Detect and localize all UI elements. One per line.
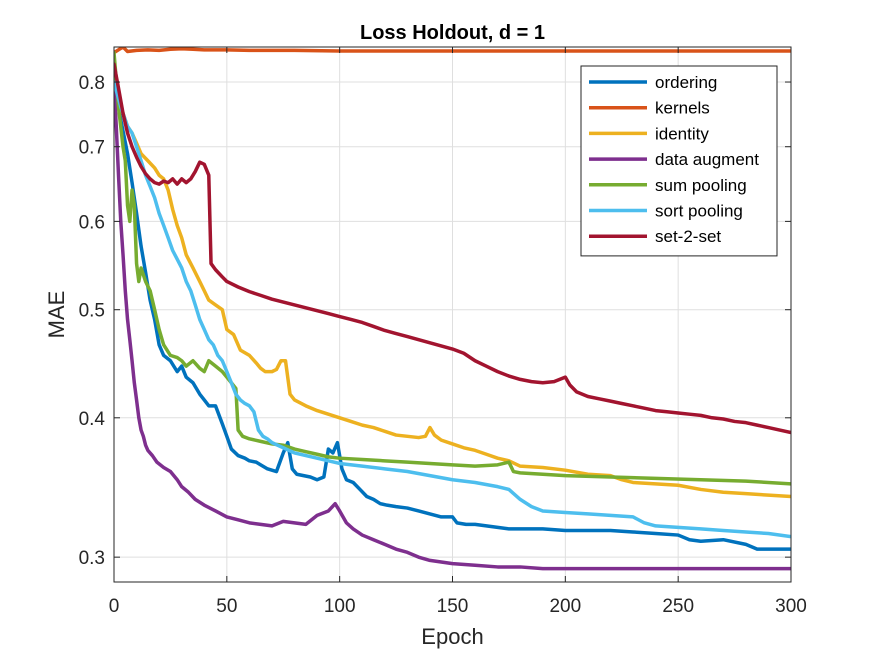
- legend: ordering kernels identity data augment sum p…: [580, 65, 778, 257]
- legend-entry: identity: [655, 124, 709, 143]
- x-tick-label: 50: [216, 596, 237, 617]
- legend-entry: sum pooling: [655, 176, 747, 195]
- x-tick-label: 0: [109, 596, 120, 617]
- y-tick-label: 0.4: [79, 409, 106, 430]
- legend-entry: sort pooling: [655, 202, 743, 221]
- series-line-set-2-set: [114, 62, 791, 435]
- x-tick-label: 150: [437, 596, 469, 617]
- y-tick-label: 0.8: [79, 73, 105, 94]
- series-line-identity: [114, 80, 791, 499]
- y-tick-label: 0.5: [79, 301, 105, 322]
- chart-title: Loss Holdout, d = 1: [360, 22, 545, 44]
- series-line-ordering: [114, 80, 791, 551]
- legend-box: [580, 65, 778, 257]
- series-layer: [114, 47, 791, 571]
- y-tick-label: 0.7: [79, 138, 105, 159]
- legend-entry: set-2-set: [655, 227, 721, 246]
- x-tick-label: 300: [775, 596, 807, 617]
- series-line-data-augment: [114, 80, 791, 571]
- legend-entry: ordering: [655, 73, 717, 92]
- series-line-sum-pooling: [114, 50, 791, 486]
- axis-ticks: 0 50 100 150 200 250 300 0.3 0.4 0.5 0.6 0.7 0.8: [79, 47, 807, 617]
- series-line-sort-pooling: [114, 80, 791, 539]
- legend-entry: data augment: [655, 150, 759, 169]
- x-tick-label: 100: [324, 596, 356, 617]
- legend-entry: kernels: [655, 99, 710, 118]
- x-axis-label: Epoch: [421, 624, 483, 649]
- y-tick-label: 0.6: [79, 212, 105, 233]
- y-tick-label: 0.3: [79, 548, 105, 569]
- x-tick-label: 250: [662, 596, 694, 617]
- x-tick-label: 200: [549, 596, 581, 617]
- y-axis-label: MAE: [44, 291, 69, 339]
